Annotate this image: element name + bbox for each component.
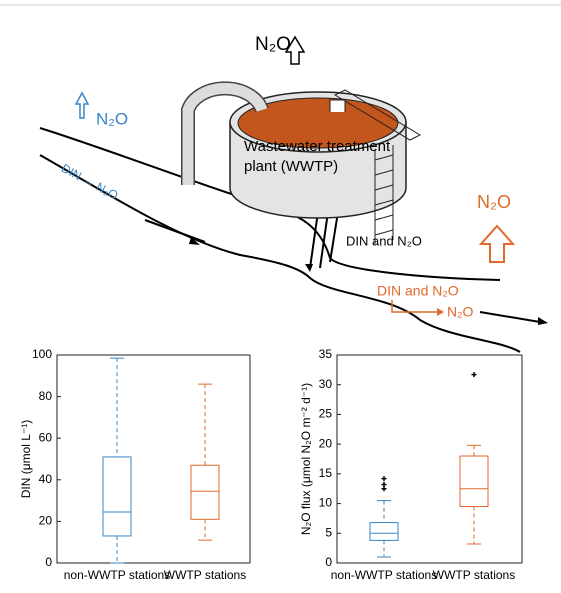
- y-tick-label: 30: [319, 377, 333, 391]
- y-tick-label: 60: [39, 430, 53, 444]
- box: [459, 455, 489, 508]
- y-axis-label: DIN (μmol L⁻¹): [19, 420, 33, 499]
- y-tick-label: 10: [319, 496, 333, 510]
- axes-frame: [56, 354, 251, 564]
- label: DIN and N₂O: [346, 233, 422, 248]
- river-bank-bottom: [39, 154, 521, 353]
- tank-water: [237, 97, 399, 149]
- ladder: [374, 145, 394, 245]
- wwtp: [181, 81, 422, 245]
- flow-arrow: [479, 311, 541, 323]
- label: N₂O: [477, 192, 511, 212]
- y-tick-label: 25: [319, 407, 333, 421]
- effluent-pipe: [309, 211, 339, 269]
- conversion-arrow: [391, 300, 440, 313]
- label: Wastewater treatment: [244, 138, 391, 155]
- y-tick-label: 0: [45, 555, 52, 569]
- outlier: [471, 372, 477, 378]
- y-tick-label: 100: [32, 347, 52, 361]
- y-tick-label: 0: [325, 555, 332, 569]
- y-tick-label: 20: [39, 514, 53, 528]
- label: DIN and N₂O: [377, 283, 459, 299]
- x-tick-label: WWTP stations: [433, 568, 515, 582]
- label: N₂O: [96, 109, 128, 128]
- flux-arrow: [478, 224, 516, 263]
- walkway: [333, 89, 422, 141]
- y-tick-label: 5: [325, 525, 332, 539]
- label: DIN → N₂O: [59, 161, 120, 202]
- x-tick-label: WWTP stations: [164, 568, 246, 582]
- outlier: [381, 476, 387, 482]
- y-tick-label: 40: [39, 472, 53, 486]
- label: N₂O: [255, 34, 291, 55]
- y-tick-label: 15: [319, 466, 333, 480]
- pipe: [182, 82, 268, 185]
- flow-arrow: [144, 219, 206, 243]
- y-tick-label: 20: [319, 436, 333, 450]
- label: N₂O: [447, 304, 474, 320]
- center-unit: [329, 99, 346, 112]
- x-tick-label: non-WWTP stations: [331, 568, 437, 582]
- flux-arrow: [74, 91, 90, 119]
- river: [39, 127, 541, 353]
- x-tick-label: non-WWTP stations: [64, 568, 170, 582]
- arrow-head: [437, 308, 444, 316]
- outlier: [381, 482, 387, 488]
- y-axis-label: N₂O flux (μmol N₂O m⁻² d⁻¹): [299, 383, 313, 535]
- y-tick-label: 35: [319, 347, 333, 361]
- box: [102, 456, 132, 537]
- box: [190, 464, 220, 520]
- axes-frame: [336, 354, 523, 564]
- river-bank-top: [39, 127, 501, 281]
- flux-arrow: [284, 35, 306, 65]
- box: [369, 522, 399, 541]
- label: plant (WWTP): [244, 158, 338, 175]
- y-tick-label: 80: [39, 389, 53, 403]
